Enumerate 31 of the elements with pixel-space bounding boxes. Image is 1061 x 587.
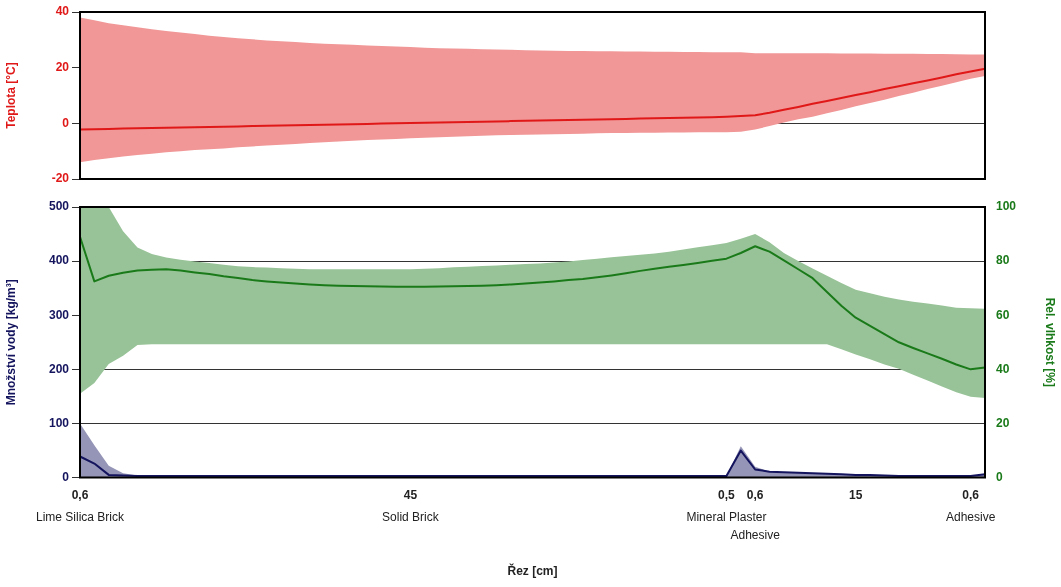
y2-tick-label: 80 <box>996 253 1010 268</box>
x-tick-label: 15 <box>849 488 863 503</box>
y-tick-label: 400 <box>48 253 70 268</box>
y-tick-label: -20 <box>51 171 70 186</box>
y-tick-label: 200 <box>48 361 70 376</box>
y2-axis-title: Rel. vlhkost [%] <box>1043 297 1058 387</box>
y-tick-label: 300 <box>48 307 70 322</box>
text: Adhesive <box>945 509 996 524</box>
y2-tick-label: 20 <box>996 415 1010 430</box>
y-tick-label: 500 <box>48 199 70 214</box>
y2-tick-label: 60 <box>996 307 1010 322</box>
x-tick-label: 0,6 <box>962 488 980 503</box>
y-axis-title: Množství vody [kg/m³] <box>3 279 18 406</box>
y-tick-label: 0 <box>62 469 70 484</box>
text: Mineral Plaster <box>686 509 767 524</box>
y-axis-title: Teplota [°C] <box>3 62 18 129</box>
y-tick-label: 20 <box>55 59 70 74</box>
y-tick-label: 0 <box>62 115 70 130</box>
x-axis-title: Řez [cm] <box>507 563 558 579</box>
y-tick-label: 40 <box>55 4 70 19</box>
y2-tick-label: 100 <box>996 199 1017 214</box>
x-tick-label: 0,5 <box>718 488 736 503</box>
y-tick-label: 100 <box>48 415 70 430</box>
text: Lime Silica Brick <box>35 509 125 524</box>
x-tick-label: 0,6 <box>746 488 764 503</box>
text: Adhesive <box>730 527 781 542</box>
y2-tick-label: 0 <box>996 469 1003 484</box>
x-tick-label: 45 <box>403 488 418 503</box>
x-tick-label: 0,6 <box>71 488 89 503</box>
text: Solid Brick <box>382 509 440 524</box>
y2-tick-label: 40 <box>996 361 1010 376</box>
